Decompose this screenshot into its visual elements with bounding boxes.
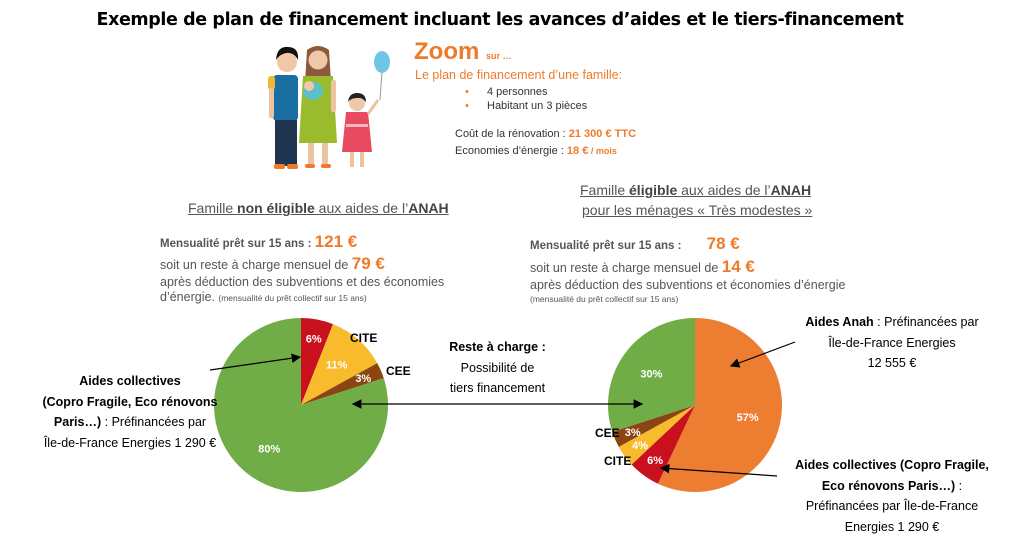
bullet-item: • 4 personnes [465,86,548,98]
bullet-text: Habitant un 3 pièces [487,100,588,112]
pie-slice-cite [301,324,378,405]
left-monthly: Mensualité prêt sur 15 ans : 121 € [160,232,357,252]
pie-data-label: 4% [632,440,648,452]
aides-anah-callout: Aides Anah : Préfinancées par Île-de-Fra… [760,312,1024,374]
hdr-bold: non éligible [237,200,315,216]
pie-chart-eligible: 57% 6% 4%3% 30% [607,318,782,492]
right-collective-callout: Aides collectives (Copro Fragile, Eco ré… [760,455,1024,537]
pie-data-label: 11% [326,360,348,372]
callout-text: 12 555 € [867,356,917,370]
remaining-label: soit un reste à charge mensuel de [530,261,722,275]
after-text: d’énergie. [160,290,215,304]
hdr-text: aux aides de l’ [677,182,771,198]
pie-data-label: 30% [640,368,662,380]
pie-slice-aides-collectives [301,318,334,405]
left-collective-callout: Aides collectives (Copro Fragile, Eco ré… [20,371,240,453]
right-cite-label: CITE [604,454,632,468]
left-cee-label: CEE [386,364,411,378]
callout-bold: (Copro Fragile, Eco rénovons [42,394,218,409]
hdr-anah: ANAH [408,200,449,216]
monthly-value: 78 € [706,234,740,253]
hdr-anah: ANAH [770,182,812,198]
arrow-aides-anah [729,341,796,368]
callout-text: : Préfinancées par [873,315,979,329]
callout-text: Île-de-France Energies 1 290 € [43,435,217,450]
bullet-item: • Habitant un 3 pièces [465,100,588,112]
center-text: tiers financement [449,381,546,395]
callout-bold: Aides Anah [805,315,874,329]
pie-data-label: 57% [737,412,759,424]
right-cee-label: CEE [595,426,620,440]
callout-text: Île-de-France Energies [828,335,956,350]
callout-bold: Paris…) [53,415,102,429]
arrow-right-collective [659,463,778,477]
left-after-2: d’énergie. (mensualité du prêt collectif… [160,290,367,306]
pie-slice-reste-charge [214,318,388,492]
savings-label: Economies d’énergie : [455,145,567,157]
right-loan-note: (mensualité du prêt collectif sur 15 ans… [530,294,679,304]
pie-data-label: 6% [647,455,663,467]
page-title: Exemple de plan de financement incluant … [96,10,904,30]
remaining-value: 14 € [721,257,755,276]
right-header: Famille éligible aux aides de l’ANAH [580,182,811,198]
monthly-value: 121 € [314,232,358,251]
hdr-text: Famille [188,200,238,216]
pie-slice-aides-collectives [631,405,695,484]
hdr-text: aux aides de l’ [314,200,409,216]
cost-value: 21 300 € TTC [568,128,637,140]
energy-savings: Economies d’énergie : 18 € / mois [455,145,617,157]
left-header: Famille non éligible aux aides de l’ANAH [188,200,449,216]
callout-bold: Aides collectives [79,374,181,388]
right-header-2: pour les ménages « Très modestes » [582,202,813,218]
monthly-label: Mensualité prêt sur 15 ans : [530,240,685,252]
pie-data-label: 6% [306,333,322,345]
pie-chart-non-eligible: 6% 11% 3% 80% [214,318,388,492]
left-after-1: après déduction des subventions et des é… [160,275,445,289]
girl-figure [342,93,380,167]
callout-text: : Préfinancées par [101,415,207,429]
bullet-text: 4 personnes [487,86,548,98]
left-remaining: soit un reste à charge mensuel de 79 € [160,254,385,273]
balloon-icon [374,51,390,101]
loan-note: (mensualité du prêt collectif sur 15 ans… [218,293,367,303]
callout-bold: Eco rénovons Paris…) [821,478,956,493]
mother-figure [299,46,337,168]
pie-data-label: 3% [355,373,371,385]
center-bold: Reste à charge : [449,340,546,354]
right-remaining: soit un reste à charge mensuel de 14 € [530,257,755,276]
callout-text: Energies 1 290 € [844,519,940,534]
pie-slice-cite [618,405,695,465]
cost-label: Coût de la rénovation : [455,128,569,140]
father-figure [268,46,299,169]
zoom-word: Zoom [414,38,480,65]
zoom-suffix: sur … [486,51,512,61]
zoom-heading: Zoom sur … [414,38,512,66]
pie-data-label: 80% [258,444,280,456]
pie-slice-cee [612,405,695,447]
center-text: Possibilité de [460,360,535,375]
remaining-label: soit un reste à charge mensuel de [160,258,352,272]
callout-bold: Aides collectives (Copro Fragile, [795,458,989,472]
hdr-text: Famille [580,182,630,198]
savings-value: 18 € [566,145,589,157]
callout-text: Préfinancées par Île-de-France [805,499,979,513]
monthly-label: Mensualité prêt sur 15 ans : [160,238,315,250]
pie-slice-cee [301,363,384,405]
callout-text: : [955,478,963,493]
right-after-1: après déduction des subventions et écono… [530,278,846,292]
pie-slice-aides-anah [657,318,782,492]
renovation-cost: Coût de la rénovation : 21 300 € TTC [455,128,636,140]
left-cite-label: CITE [350,331,378,345]
pie-data-label: 3% [625,427,641,439]
arrow-left-collective [209,353,302,371]
remaining-value: 79 € [351,254,385,273]
right-monthly: Mensualité prêt sur 15 ans : 78 € [530,234,740,254]
plan-intro: Le plan de financement d’une famille: [415,68,623,82]
hdr-bold: éligible [629,182,678,198]
reste-a-charge-label: Reste à charge : Possibilité de tiers fi… [420,337,575,399]
savings-unit: / mois [588,146,617,156]
